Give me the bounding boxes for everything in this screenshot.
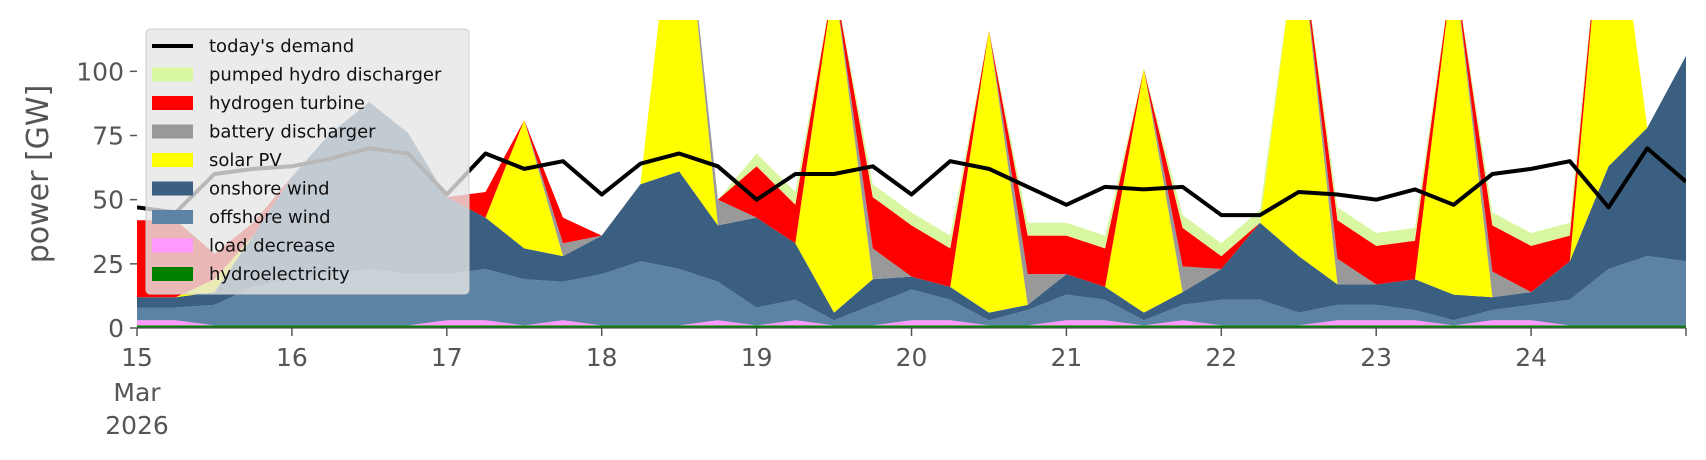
y-tick-label: 0 xyxy=(108,314,124,343)
x-tick-label: 24 xyxy=(1515,343,1547,372)
x-tick-label: 21 xyxy=(1050,343,1082,372)
area-load-decrease xyxy=(137,320,1686,326)
x-tick-label: 22 xyxy=(1205,343,1237,372)
legend-label-hydroelectricity: hydroelectricity xyxy=(209,264,350,285)
x-tick-label: 16 xyxy=(276,343,308,372)
x-tick-sublabel: Mar xyxy=(113,378,161,407)
legend-label-battery-discharger: battery discharger xyxy=(209,122,376,143)
legend-label-load-decrease: load decrease xyxy=(209,236,335,257)
legend-swatch-load-decrease xyxy=(152,238,193,253)
legend-label-today-s-demand: today's demand xyxy=(209,36,354,57)
legend-label-hydrogen-turbine: hydrogen turbine xyxy=(209,93,365,114)
x-tick-label: 20 xyxy=(896,343,928,372)
area-offshore-wind xyxy=(137,256,1686,326)
x-tick-label: 18 xyxy=(586,343,618,372)
legend-label-pumped-hydro-discharger: pumped hydro discharger xyxy=(209,65,442,86)
stacked-areas xyxy=(137,20,1686,328)
area-onshore-wind xyxy=(137,55,1686,321)
legend-label-onshore-wind: onshore wind xyxy=(209,179,330,200)
legend-swatch-hydroelectricity xyxy=(152,267,193,281)
legend-swatch-battery-discharger xyxy=(152,124,193,139)
x-tick-label: 17 xyxy=(431,343,463,372)
legend-swatch-pumped-hydro-discharger xyxy=(152,67,193,82)
x-tick-label: 23 xyxy=(1360,343,1392,372)
y-axis-label: power [GW] xyxy=(21,85,56,264)
y-tick-label: 75 xyxy=(92,122,124,151)
legend-swatch-offshore-wind xyxy=(152,210,193,224)
legend-swatch-hydrogen-turbine xyxy=(152,96,193,110)
axes: 0 25 50 75 100 15 Mar 2026 16 17 18 19 20 21 22 23 24 p… xyxy=(21,57,1687,440)
y-tick-label: 100 xyxy=(76,57,124,86)
area-hydrogen-turbine xyxy=(137,20,1686,298)
legend-label-offshore-wind: offshore wind xyxy=(209,207,331,228)
area-solar-pv xyxy=(137,20,1686,313)
x-tick-sublabel: 2026 xyxy=(105,411,169,440)
x-ticks: 15 Mar 2026 16 17 18 19 20 21 22 23 24 xyxy=(105,328,1687,440)
y-ticks: 0 25 50 75 100 xyxy=(76,57,137,343)
area-hydroelectricity xyxy=(137,325,1686,328)
legend-label-solar-pv: solar PV xyxy=(209,150,282,171)
x-tick-label: 15 xyxy=(121,343,153,372)
y-tick-label: 50 xyxy=(92,186,124,215)
legend-swatch-onshore-wind xyxy=(152,181,193,196)
x-tick-label: 19 xyxy=(741,343,773,372)
y-tick-label: 25 xyxy=(92,250,124,279)
legend-box xyxy=(145,28,470,295)
legend: today's demand pumped hydro discharger hyd… xyxy=(145,28,470,295)
legend-swatch-solar-pv xyxy=(152,153,193,167)
